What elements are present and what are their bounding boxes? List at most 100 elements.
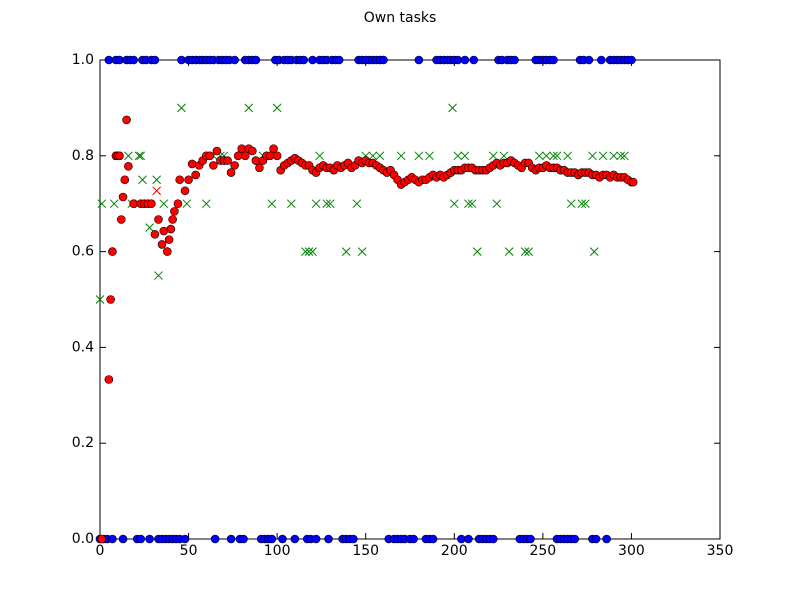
- point: [163, 247, 172, 256]
- point: [304, 247, 314, 256]
- point: [147, 199, 156, 208]
- point: [201, 199, 211, 209]
- point: [152, 186, 162, 196]
- point: [166, 224, 176, 234]
- y-tick-label: 0.8: [72, 148, 94, 164]
- point: [334, 55, 344, 65]
- point: [118, 192, 128, 202]
- point: [341, 247, 351, 256]
- point: [472, 247, 482, 256]
- point: [223, 156, 232, 165]
- x-tick-label: 50: [180, 543, 198, 559]
- point: [396, 151, 406, 161]
- y-tick-label: 0.4: [72, 339, 94, 355]
- x-tick-label: 200: [441, 543, 468, 559]
- point: [299, 55, 309, 65]
- point: [109, 199, 119, 209]
- point: [150, 230, 160, 239]
- point: [488, 151, 498, 161]
- point: [616, 151, 626, 161]
- point: [267, 199, 277, 209]
- point: [164, 235, 174, 244]
- point: [120, 175, 130, 185]
- point: [226, 168, 236, 177]
- point: [570, 534, 580, 544]
- point: [414, 55, 424, 65]
- point: [267, 534, 277, 544]
- point: [145, 223, 154, 233]
- y-tick-label: 1.0: [72, 52, 94, 68]
- point: [272, 151, 282, 161]
- point: [230, 55, 239, 65]
- point: [504, 247, 514, 256]
- point: [108, 247, 117, 256]
- point: [453, 151, 463, 161]
- y-tick-label: 0.6: [72, 244, 94, 260]
- point: [581, 199, 590, 209]
- point: [588, 151, 597, 161]
- x-tick-label: 250: [529, 543, 556, 559]
- point: [226, 534, 236, 544]
- point: [244, 103, 254, 113]
- point: [563, 151, 573, 161]
- point: [349, 534, 358, 544]
- point: [510, 55, 519, 65]
- point: [154, 215, 163, 224]
- point: [115, 151, 124, 161]
- point: [460, 151, 470, 161]
- point: [180, 534, 190, 544]
- point: [609, 151, 619, 161]
- point: [239, 534, 248, 544]
- point: [464, 199, 473, 209]
- point: [212, 146, 222, 156]
- point: [597, 55, 606, 65]
- point: [591, 534, 601, 544]
- x-tick-label: 300: [618, 543, 645, 559]
- point: [552, 151, 562, 161]
- point: [173, 199, 183, 208]
- point: [589, 247, 599, 256]
- point: [520, 247, 530, 256]
- point: [499, 151, 509, 161]
- point: [191, 170, 200, 180]
- point: [106, 295, 115, 304]
- point: [368, 151, 378, 161]
- point: [136, 151, 146, 161]
- point: [598, 151, 608, 161]
- point: [157, 240, 167, 249]
- point: [315, 151, 325, 161]
- point: [255, 163, 264, 173]
- x-tick-label: 0: [96, 543, 105, 559]
- chart-title: Own tasks: [364, 10, 437, 26]
- point: [97, 199, 107, 209]
- point: [549, 55, 558, 65]
- x-tick-label: 100: [264, 543, 291, 559]
- point: [627, 55, 636, 65]
- point: [154, 271, 163, 280]
- point: [251, 55, 261, 65]
- point: [129, 55, 138, 65]
- y-tick-label: 0.2: [72, 435, 94, 451]
- point: [492, 199, 502, 209]
- point: [170, 207, 179, 216]
- point: [205, 151, 215, 161]
- point: [272, 103, 282, 113]
- point: [278, 534, 287, 544]
- point: [248, 146, 257, 156]
- point: [324, 534, 333, 544]
- point: [322, 199, 332, 209]
- x-tick-label: 350: [707, 543, 734, 559]
- point: [488, 534, 498, 544]
- point: [375, 151, 385, 161]
- point: [138, 175, 147, 185]
- point: [352, 199, 362, 209]
- point: [301, 247, 310, 256]
- point: [124, 162, 133, 171]
- point: [308, 247, 317, 256]
- point: [566, 199, 576, 209]
- point: [152, 175, 162, 185]
- point: [414, 151, 424, 161]
- point: [602, 534, 611, 544]
